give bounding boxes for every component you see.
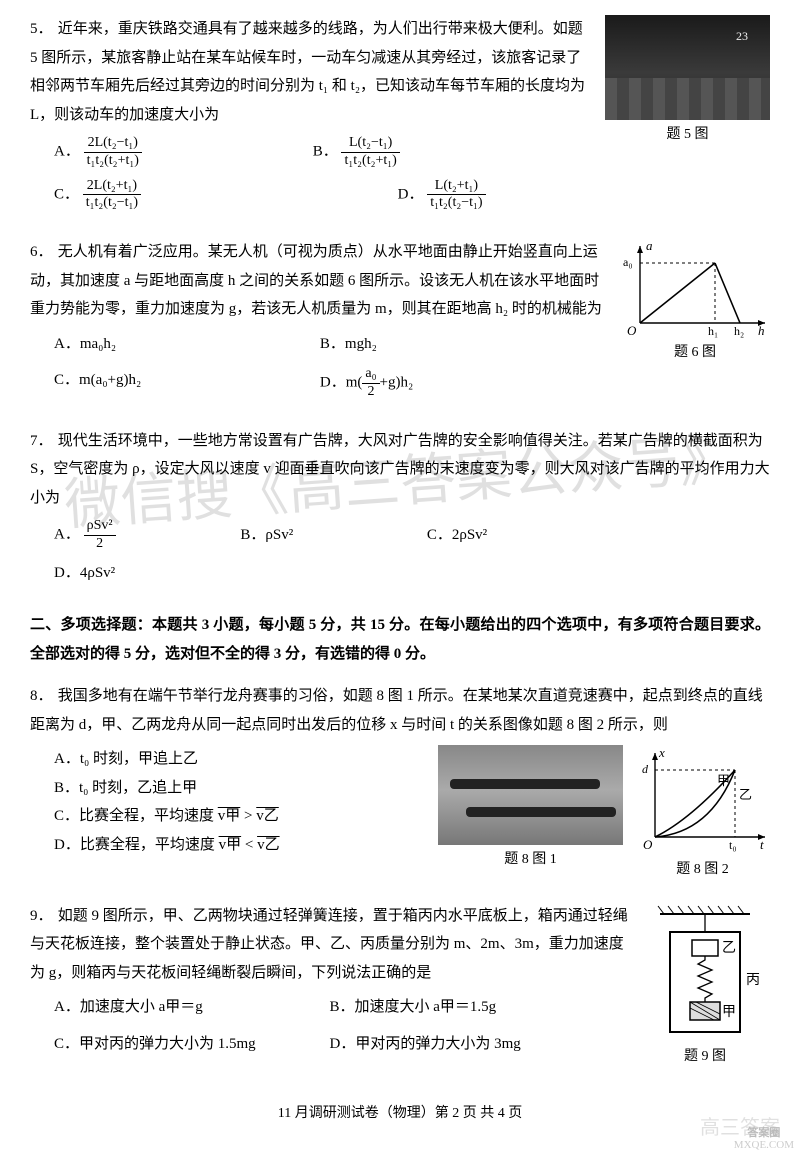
q7-option-c: C．2ρSv² [427,521,592,550]
svg-text:h: h [758,323,765,338]
q5-figure: 23 题 5 图 [605,15,770,149]
q9-option-a: A．加速度大小 a甲＝g [54,993,330,1022]
q5-option-b: B． L(t₂−t₁)t₁t₂(t₂+t₁) [313,135,572,170]
q5-option-d: D． L(t₂+t₁)t₁t₂(t₂−t₁) [398,178,742,213]
q6-option-d: D．m(a₀2+g)h₂ [320,366,586,401]
question-9: 乙 甲 丙 题 9 图 9． 如题 9 图所示，甲、乙两物块通过轻弹簧连接，置于… [30,902,770,1071]
q7-number: 7． [30,427,54,456]
question-7: 7． 现代生活环境中，一些地方常设置有广告牌，大风对广告牌的安全影响值得关注。若… [30,427,770,594]
q8-figure-2: x t O d t₀ 甲 乙 题 8 图 2 [635,745,770,884]
q9-figure-caption: 题 9 图 [640,1044,770,1071]
q8-option-d: D．比赛全程，平均速度 v甲 < v乙 [54,831,354,860]
q5-platform-number: 23 [736,25,748,48]
q9-diagram: 乙 甲 丙 [640,902,770,1042]
q8-graph: x t O d t₀ 甲 乙 [635,745,770,855]
q9-option-c: C．甲对丙的弹力大小为 1.5mg [54,1030,330,1059]
q8-figure-1-caption: 题 8 图 1 [438,847,623,874]
svg-text:a₀: a₀ [623,255,633,269]
svg-text:x: x [658,745,665,760]
q5-number: 5． [30,15,54,44]
q8-number: 8． [30,682,54,711]
q7-option-a: A． ρSv²2 [54,518,219,553]
svg-text:丙: 丙 [746,973,760,988]
q8-option-c: C．比赛全程，平均速度 v甲 > v乙 [54,802,354,831]
svg-text:甲: 甲 [722,1005,736,1020]
svg-text:乙: 乙 [722,940,736,956]
svg-text:h₂: h₂ [734,324,744,338]
q6-option-b: B．mgh₂ [320,330,586,359]
svg-text:甲: 甲 [717,773,730,788]
q5-option-a: A． 2L(t₂−t₁)t₁t₂(t₂+t₁) [54,135,313,170]
q8-option-a: A．t₀ 时刻，甲追上乙 [54,745,354,774]
svg-text:t: t [760,837,764,852]
q8-figure-2-caption: 题 8 图 2 [635,857,770,884]
q6-option-a: A．ma₀h₂ [54,330,320,359]
svg-text:乙: 乙 [739,787,752,802]
question-6: h a O a₀ h₁ h₂ 题 6 图 6． 无人机有着广泛应用。某无人机（可… [30,238,770,409]
q7-option-d: D．4ρSv² [54,559,219,588]
q9-stem: 如题 9 图所示，甲、乙两物块通过轻弹簧连接，置于箱丙内水平底板上，箱丙通过轻绳… [30,908,628,981]
q5-stem: 近年来，重庆铁路交通具有了越来越多的线路，为人们出行带来极大便利。如题 5 图所… [30,21,585,123]
q6-graph: h a O a₀ h₁ h₂ [620,238,770,338]
q9-number: 9． [30,902,54,931]
q7-stem: 现代生活环境中，一些地方常设置有广告牌，大风对广告牌的安全影响值得关注。若某广告… [30,433,770,506]
q5-figure-caption: 题 5 图 [605,122,770,149]
svg-text:h₁: h₁ [708,324,718,338]
q6-option-c: C．m(a₀+g)h₂ [54,366,320,401]
svg-text:O: O [643,837,653,852]
svg-text:t₀: t₀ [729,838,737,852]
section-2-heading: 二、多项选择题：本题共 3 小题，每小题 5 分，共 15 分。在每小题给出的四… [30,611,770,668]
q9-figure: 乙 甲 丙 题 9 图 [640,902,770,1071]
q9-option-b: B．加速度大小 a甲＝1.5g [330,993,606,1022]
q9-option-d: D．甲对丙的弹力大小为 3mg [330,1030,606,1059]
q6-stem: 无人机有着广泛应用。某无人机（可视为质点）从水平地面由静止开始竖直向上运动，其加… [30,244,602,317]
q6-figure: h a O a₀ h₁ h₂ 题 6 图 [620,238,770,367]
q5-option-c: C． 2L(t₂+t₁)t₁t₂(t₂−t₁) [54,178,398,213]
q6-number: 6． [30,238,54,267]
svg-text:a: a [646,238,653,253]
q6-figure-caption: 题 6 图 [620,340,770,367]
question-5: 23 题 5 图 5． 近年来，重庆铁路交通具有了越来越多的线路，为人们出行带来… [30,15,770,220]
svg-text:O: O [627,323,637,338]
svg-text:d: d [642,762,649,776]
q7-option-b: B．ρSv² [240,521,405,550]
watermark-logo: 答案圈 MXQE.COM [734,1127,794,1151]
q8-option-b: B．t₀ 时刻，乙追上甲 [54,774,354,803]
question-8: 8． 我国多地有在端午节举行龙舟赛事的习俗，如题 8 图 1 所示。在某地某次直… [30,682,770,884]
q8-stem: 我国多地有在端午节举行龙舟赛事的习俗，如题 8 图 1 所示。在某地某次直道竞速… [30,688,763,733]
page-footer: 11 月调研测试卷（物理）第 2 页 共 4 页 [30,1101,770,1128]
q8-figure-1: 题 8 图 1 [438,745,623,874]
